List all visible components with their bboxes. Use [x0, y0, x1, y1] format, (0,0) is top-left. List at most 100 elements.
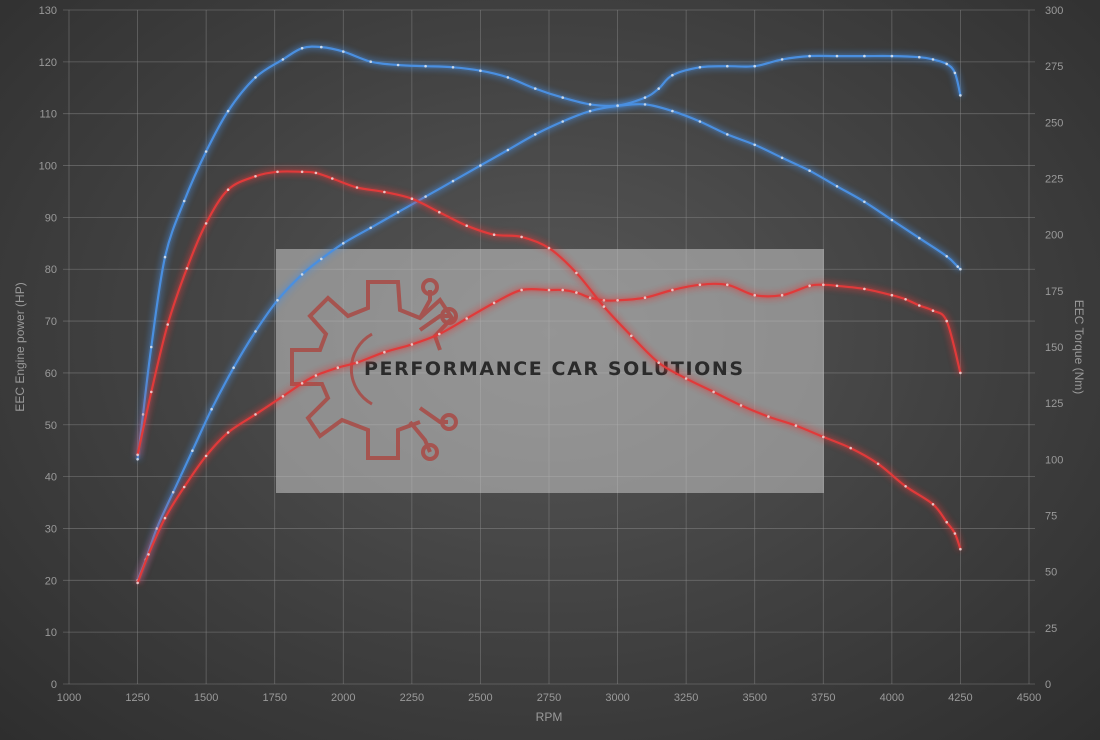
- series-line-blue-left: [136, 103, 962, 582]
- data-point-red-left: [254, 413, 257, 416]
- data-point-red-left: [753, 293, 756, 297]
- y-tick-label-right: 250: [1045, 117, 1063, 129]
- data-point-red-right: [547, 246, 551, 250]
- data-point-blue-right: [953, 71, 957, 75]
- data-point-red-left: [355, 361, 359, 364]
- data-point-blue-right: [150, 345, 153, 349]
- data-point-red-left: [438, 332, 441, 336]
- data-point-blue-left: [276, 299, 279, 302]
- data-point-red-right: [520, 235, 523, 239]
- data-point-red-left: [410, 343, 414, 346]
- data-point-blue-left: [588, 109, 592, 113]
- y-tick-label-right: 175: [1045, 286, 1063, 298]
- data-point-blue-left: [671, 109, 674, 113]
- axes: 1000 1250 1500 1750 2000 2250 2500 2750 3000 3250…: [39, 5, 1064, 704]
- data-point-red-right: [712, 390, 715, 394]
- watermark-text: PERFORMANCE CAR SOLUTIONS: [364, 358, 745, 380]
- data-point-red-right: [438, 210, 441, 214]
- data-point-red-left: [945, 319, 948, 323]
- data-point-red-right: [300, 170, 304, 174]
- data-point-red-right: [254, 175, 257, 178]
- data-point-blue-left: [320, 257, 323, 261]
- data-point-blue-left: [210, 407, 213, 411]
- y-axis-label-right: EEC Torque (Nm): [1072, 300, 1086, 394]
- x-tick-label: 3500: [742, 692, 766, 704]
- x-tick-label: 1250: [125, 692, 149, 704]
- data-point-blue-left: [191, 449, 194, 453]
- data-point-red-right: [492, 233, 496, 236]
- x-tick-label: 2750: [537, 692, 561, 704]
- data-point-red-right: [953, 532, 957, 535]
- data-point-red-left: [822, 283, 825, 287]
- data-point-red-left: [147, 553, 150, 556]
- series-group: [135, 44, 963, 585]
- x-tick-label: 1000: [57, 692, 81, 704]
- data-point-red-right: [355, 186, 359, 189]
- data-point-red-right: [684, 377, 688, 380]
- y-tick-label-left: 10: [45, 627, 57, 639]
- data-point-blue-left: [232, 366, 235, 370]
- y-tick-label-left: 20: [45, 575, 57, 587]
- data-point-red-right: [185, 267, 189, 270]
- data-point-red-left: [547, 288, 551, 292]
- data-point-red-left: [643, 296, 647, 300]
- data-point-blue-left: [342, 242, 345, 245]
- data-point-red-right: [331, 177, 334, 180]
- y-tick-label-right: 125: [1045, 398, 1063, 410]
- data-point-red-left: [780, 293, 784, 297]
- y-tick-label-left: 60: [45, 368, 57, 380]
- data-point-red-left: [726, 283, 729, 287]
- y-tick-label-right: 75: [1045, 511, 1057, 523]
- data-point-blue-right: [671, 73, 674, 77]
- data-point-blue-right: [657, 87, 660, 90]
- y-tick-label-left: 50: [45, 420, 57, 432]
- y-tick-label-left: 120: [39, 57, 57, 69]
- data-point-blue-left: [863, 200, 866, 204]
- data-point-red-left: [890, 293, 894, 297]
- y-tick-label-right: 50: [1045, 567, 1057, 579]
- data-point-blue-right: [226, 109, 230, 113]
- data-point-blue-left: [643, 103, 647, 106]
- data-point-red-right: [904, 485, 907, 488]
- data-point-blue-right: [254, 76, 257, 79]
- data-point-red-right: [630, 334, 633, 338]
- data-point-blue-right: [369, 60, 373, 63]
- data-point-red-left: [492, 301, 496, 305]
- y-tick-label-left: 40: [45, 472, 57, 484]
- data-point-blue-left: [451, 179, 455, 183]
- data-point-red-left: [671, 288, 674, 292]
- data-point-blue-left: [506, 148, 510, 152]
- data-point-red-left: [561, 288, 564, 292]
- data-point-blue-right: [808, 54, 811, 58]
- data-point-red-left: [863, 287, 866, 291]
- x-tick-label: 2500: [468, 692, 492, 704]
- data-point-blue-left: [808, 169, 811, 172]
- data-point-blue-left: [479, 164, 482, 167]
- data-point-blue-right: [479, 69, 482, 72]
- data-point-blue-right: [616, 104, 619, 107]
- data-point-blue-left: [780, 156, 784, 160]
- data-point-red-right: [822, 435, 825, 439]
- data-point-blue-right: [451, 66, 455, 69]
- data-point-red-left: [575, 291, 578, 294]
- data-point-red-left: [808, 284, 811, 288]
- y-axis-label-left: EEC Engine power (HP): [13, 282, 27, 411]
- x-axis-label: RPM: [536, 710, 563, 724]
- y-tick-label-left: 80: [45, 264, 57, 276]
- x-tick-label: 2000: [331, 692, 355, 704]
- data-point-red-right: [226, 188, 230, 191]
- data-point-red-right: [314, 171, 318, 175]
- y-tick-label-left: 110: [39, 109, 57, 121]
- data-point-red-left: [602, 299, 606, 302]
- data-point-blue-right: [320, 45, 323, 49]
- data-point-red-left: [698, 283, 702, 287]
- data-point-red-left: [204, 454, 208, 458]
- data-point-red-right: [876, 462, 880, 466]
- x-tick-label: 1750: [262, 692, 286, 704]
- data-point-blue-right: [931, 58, 935, 61]
- data-point-blue-left: [396, 210, 400, 214]
- data-point-blue-left: [254, 330, 257, 333]
- data-point-blue-right: [342, 50, 345, 53]
- data-point-blue-right: [506, 76, 510, 79]
